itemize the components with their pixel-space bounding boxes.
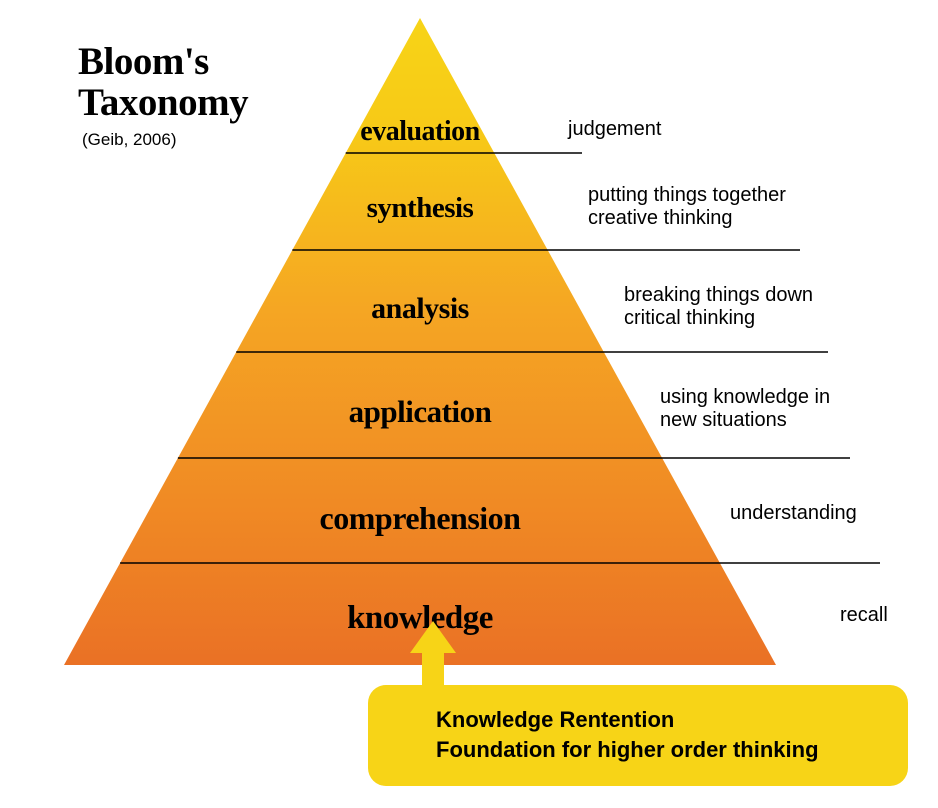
level-label-synthesis: synthesis (290, 192, 550, 225)
level-desc-synthesis: putting things togethercreative thinking (588, 184, 786, 230)
callout-line1: Knowledge Rentention (436, 705, 880, 735)
level-label-evaluation: evaluation (290, 116, 550, 148)
level-desc-analysis: breaking things downcritical thinking (624, 284, 813, 330)
level-desc-comprehension: understanding (730, 502, 857, 525)
level-desc-application: using knowledge innew situations (660, 386, 830, 432)
level-label-application: application (270, 394, 570, 430)
level-desc-evaluation: judgement (568, 118, 661, 141)
level-label-comprehension: comprehension (240, 500, 600, 537)
knowledge-callout: Knowledge Rentention Foundation for high… (368, 685, 908, 786)
level-desc-knowledge: recall (840, 604, 888, 627)
level-label-analysis: analysis (280, 292, 560, 326)
callout-box: Knowledge Rentention Foundation for high… (368, 685, 908, 786)
callout-line2: Foundation for higher order thinking (436, 735, 880, 765)
